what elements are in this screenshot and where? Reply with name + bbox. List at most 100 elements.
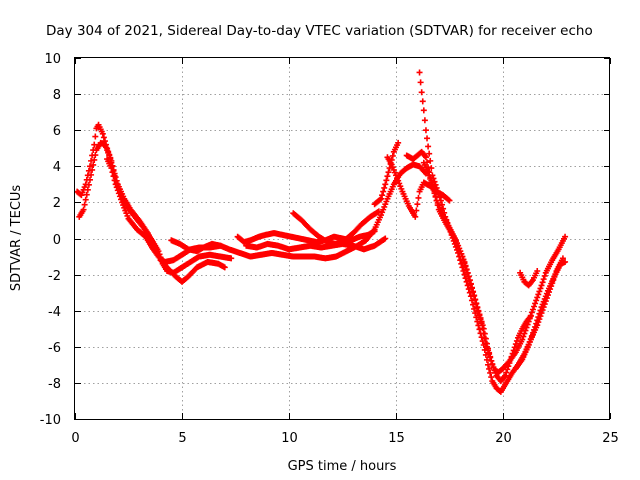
data-point bbox=[415, 194, 422, 201]
data-point bbox=[418, 89, 425, 96]
data-point bbox=[462, 275, 469, 282]
data-point bbox=[523, 324, 530, 331]
data-point bbox=[528, 309, 535, 316]
data-point bbox=[420, 107, 427, 114]
data-point bbox=[422, 154, 429, 161]
data-point bbox=[502, 372, 509, 379]
data-point bbox=[421, 117, 428, 124]
data-point bbox=[562, 233, 569, 240]
data-point bbox=[562, 258, 569, 265]
data-point bbox=[419, 98, 426, 105]
data-point bbox=[531, 326, 538, 333]
y-tick-label: 6 bbox=[53, 124, 61, 139]
y-tick-label: 8 bbox=[53, 88, 61, 103]
data-point bbox=[503, 369, 510, 376]
x-tick-label: 10 bbox=[281, 431, 298, 446]
data-point bbox=[486, 351, 493, 358]
data-point bbox=[380, 188, 387, 195]
data-point bbox=[114, 187, 121, 194]
data-point bbox=[539, 279, 546, 286]
data-point bbox=[382, 235, 389, 242]
data-point bbox=[477, 316, 484, 323]
data-point bbox=[109, 169, 116, 176]
data-point bbox=[217, 242, 224, 249]
data-point bbox=[464, 282, 471, 289]
data-point bbox=[527, 312, 534, 319]
data-point bbox=[526, 315, 533, 322]
data-point bbox=[537, 307, 544, 314]
data-point bbox=[425, 168, 432, 175]
data-point bbox=[526, 338, 533, 345]
data-point bbox=[383, 177, 390, 184]
data-point bbox=[429, 183, 436, 190]
data-point bbox=[472, 310, 479, 317]
data-point bbox=[483, 356, 490, 363]
data-point bbox=[86, 163, 93, 170]
data-point bbox=[519, 336, 526, 343]
data-point bbox=[459, 264, 466, 271]
data-point bbox=[88, 171, 95, 178]
data-point bbox=[221, 264, 228, 271]
data-point bbox=[533, 320, 540, 327]
data-point bbox=[524, 321, 531, 328]
data-point bbox=[534, 294, 541, 301]
data-point bbox=[466, 277, 473, 284]
data-point bbox=[395, 139, 402, 146]
data-point bbox=[489, 360, 496, 367]
data-point bbox=[106, 152, 113, 159]
data-point bbox=[376, 196, 383, 203]
data-point bbox=[520, 333, 527, 340]
series-track-7 bbox=[290, 208, 382, 247]
data-point bbox=[465, 286, 472, 293]
data-point bbox=[470, 301, 477, 308]
data-point bbox=[461, 271, 468, 278]
y-tick-label: -10 bbox=[40, 413, 61, 428]
data-point bbox=[371, 228, 378, 235]
data-point bbox=[476, 312, 483, 319]
data-point bbox=[85, 167, 92, 174]
data-point bbox=[430, 186, 437, 193]
data-point bbox=[386, 165, 393, 172]
data-point bbox=[92, 133, 99, 140]
data-point bbox=[427, 175, 434, 182]
data-point bbox=[475, 308, 482, 315]
data-point bbox=[428, 165, 435, 172]
plot-area bbox=[74, 57, 610, 420]
data-point bbox=[537, 285, 544, 292]
y-tick-label: 0 bbox=[53, 233, 61, 248]
data-point bbox=[417, 79, 424, 86]
data-point bbox=[476, 326, 483, 333]
data-point bbox=[83, 191, 90, 198]
data-point bbox=[432, 181, 439, 188]
data-point bbox=[532, 323, 539, 330]
data-point bbox=[460, 256, 467, 263]
data-point bbox=[485, 361, 492, 368]
data-point bbox=[529, 306, 536, 313]
data-point bbox=[91, 156, 98, 163]
x-tick-labels: 0 5 10 15 20 25 bbox=[71, 431, 618, 446]
data-point bbox=[384, 173, 391, 180]
data-point bbox=[485, 347, 492, 354]
data-point bbox=[529, 329, 536, 336]
data-point bbox=[413, 207, 420, 214]
data-point bbox=[522, 327, 529, 334]
x-tick-label: 15 bbox=[388, 431, 405, 446]
data-point bbox=[527, 335, 534, 342]
data-point bbox=[472, 296, 479, 303]
data-point bbox=[89, 166, 96, 173]
y-tick-label: -8 bbox=[48, 377, 61, 392]
data-point bbox=[474, 318, 481, 325]
data-point bbox=[473, 300, 480, 307]
data-point bbox=[428, 179, 435, 186]
data-point bbox=[115, 190, 122, 197]
data-point bbox=[538, 282, 545, 289]
series-track-4 bbox=[168, 237, 224, 255]
data-point bbox=[490, 364, 497, 371]
x-tick-label: 5 bbox=[178, 431, 186, 446]
data-point bbox=[378, 195, 385, 202]
data-point bbox=[446, 197, 453, 204]
data-point bbox=[471, 305, 478, 312]
data-point bbox=[471, 292, 478, 299]
data-point bbox=[108, 165, 115, 172]
